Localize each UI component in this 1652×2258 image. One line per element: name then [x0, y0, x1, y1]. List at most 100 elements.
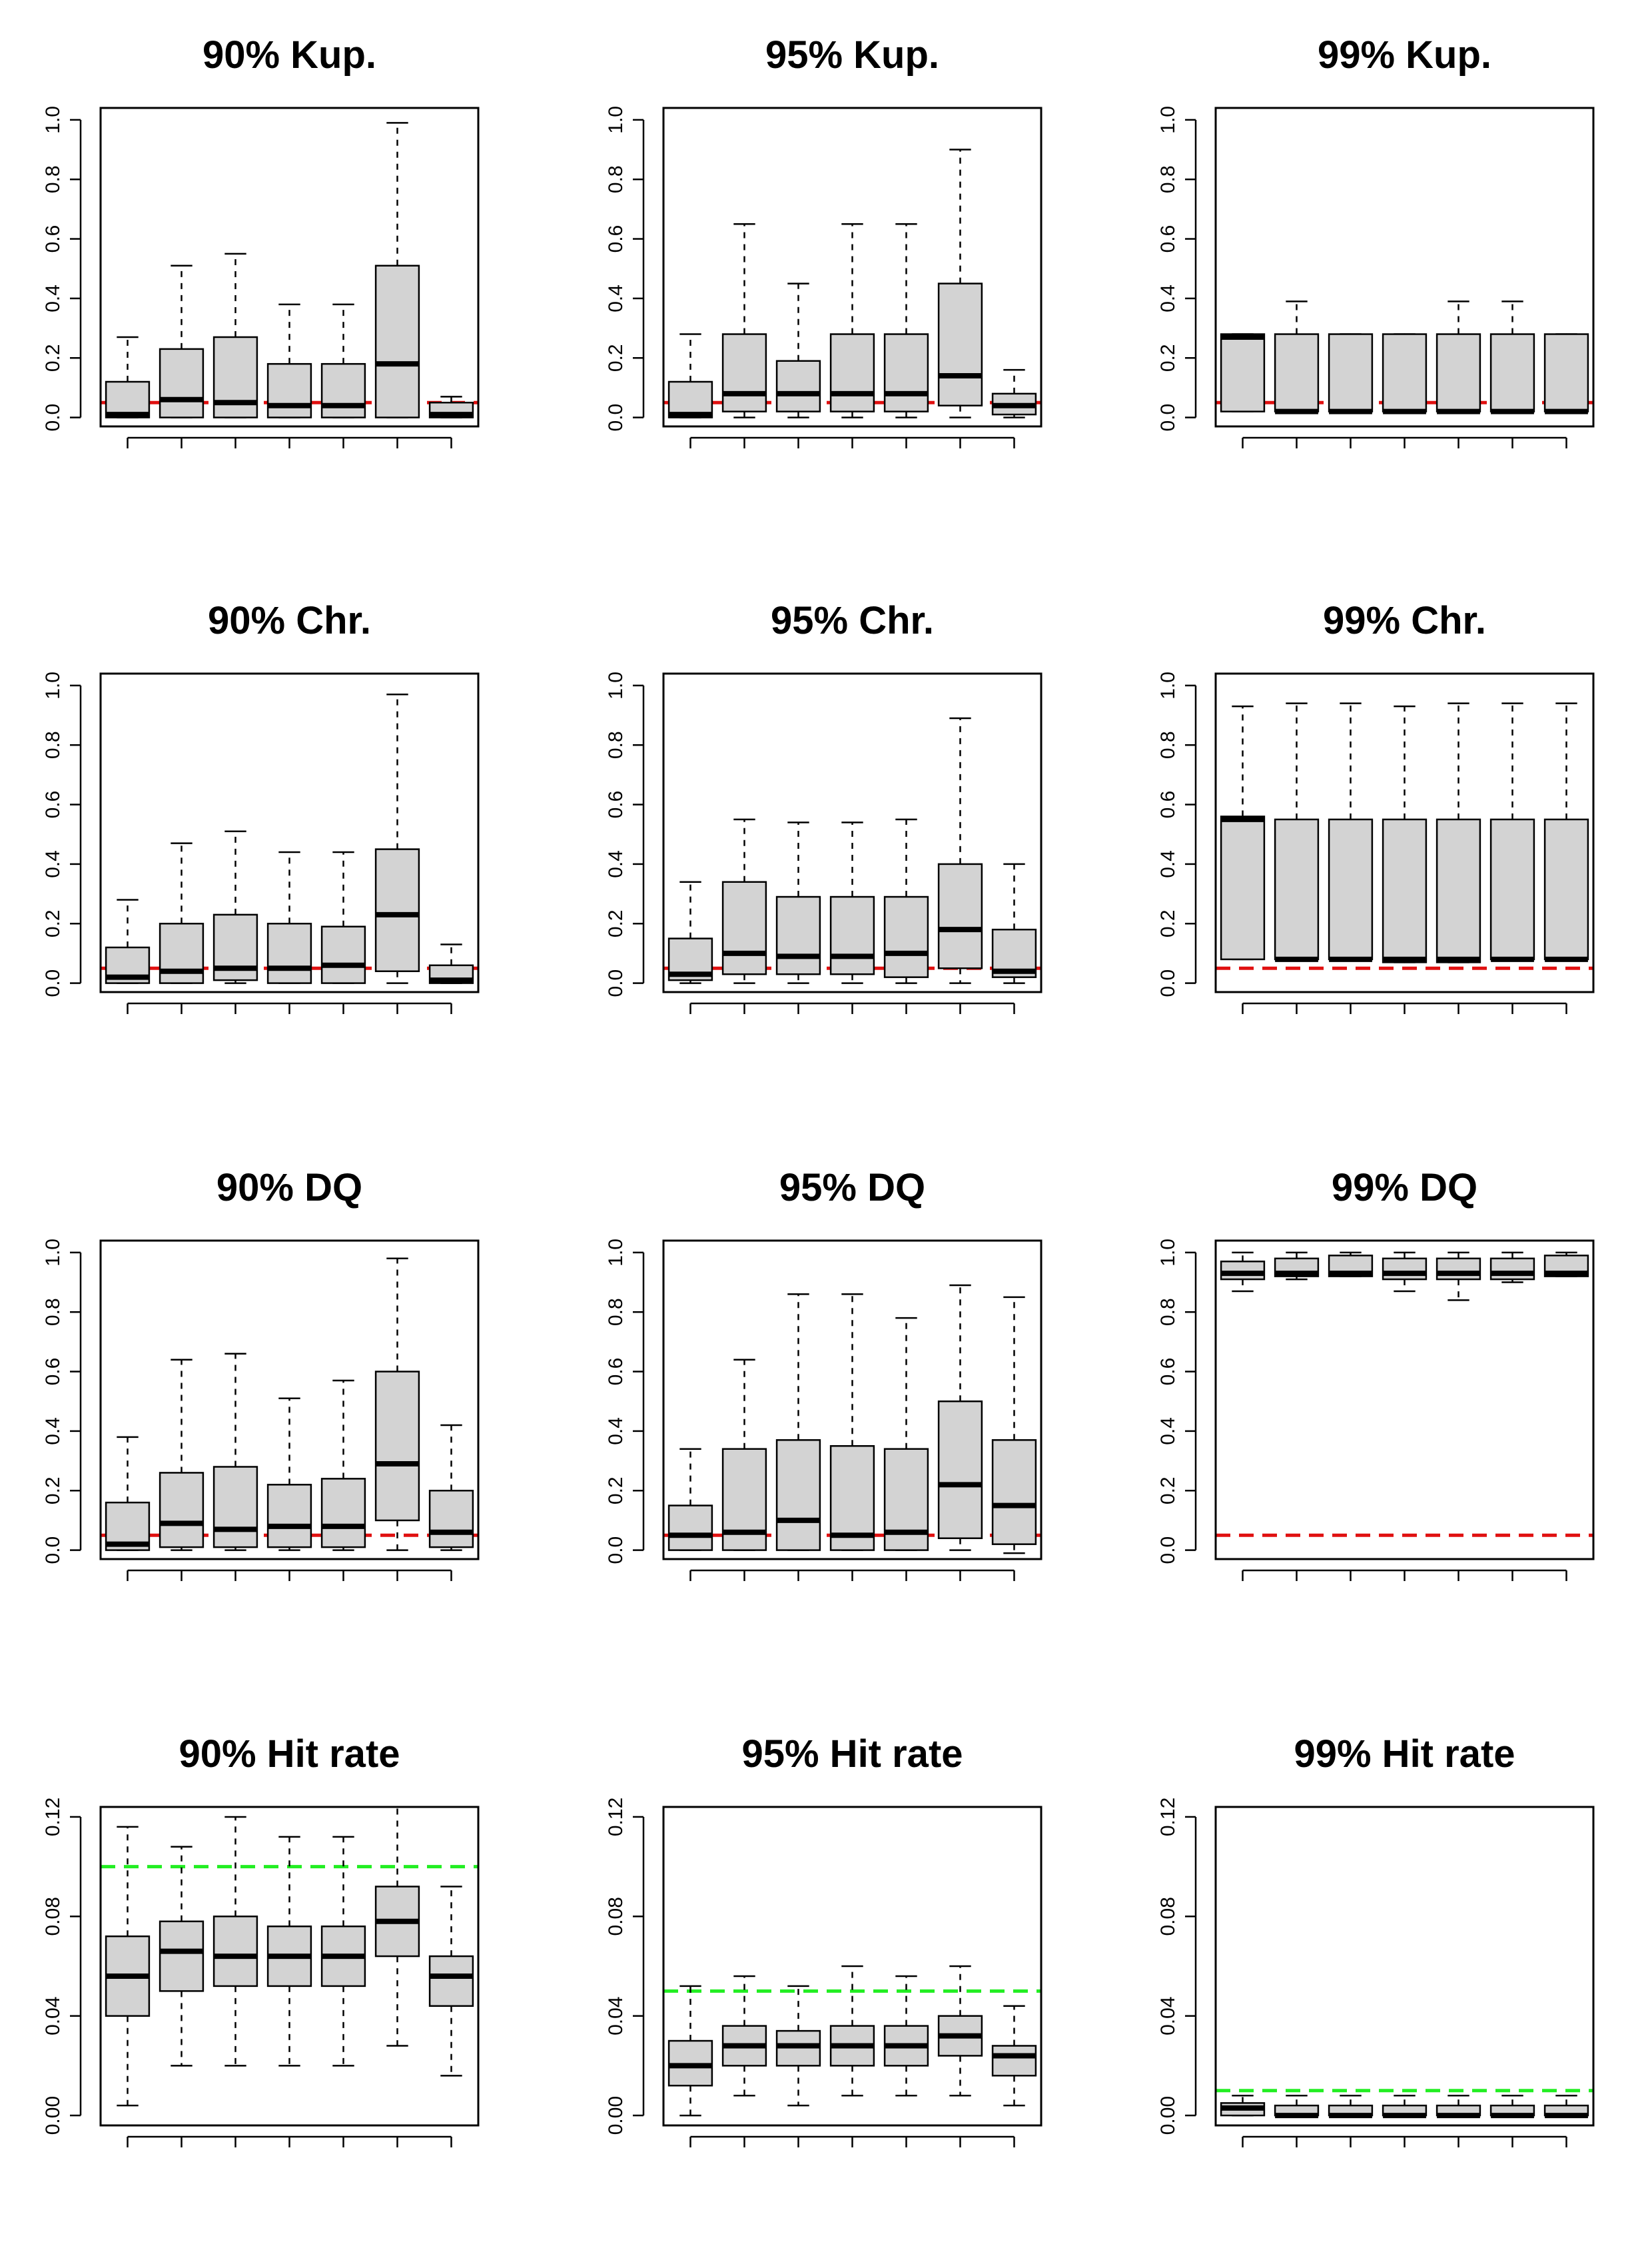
panel-title: 95% Hit rate [741, 1732, 963, 1776]
y-tick-label: 0.4 [1157, 850, 1179, 878]
category-label: HAR [1283, 1021, 1312, 1077]
box-3 [1328, 333, 1374, 414]
y-tick-label: 0.4 [42, 850, 64, 878]
box-6 [1489, 1251, 1535, 1283]
box-5 [1436, 2094, 1481, 2119]
category-label: HAR [731, 1588, 760, 1644]
category-label: HAR−RSRK [893, 455, 922, 601]
category-label: HAR−AS [1337, 455, 1366, 562]
y-tick-label: 0.0 [1157, 404, 1179, 432]
box-2 [721, 818, 767, 984]
y-tick-label: 0.0 [605, 404, 627, 432]
category-label: RGARCH [1499, 1588, 1528, 1703]
box-7 [991, 2005, 1037, 2107]
box-6 [374, 122, 420, 418]
y-tick-label: 0.8 [42, 731, 64, 759]
box-body [937, 863, 983, 969]
box-body [829, 895, 875, 975]
box-body [320, 1478, 366, 1548]
y-tick-label: 1.0 [42, 1239, 64, 1267]
plot-frame [99, 672, 480, 993]
box-1 [1220, 2094, 1266, 2117]
box-6 [937, 1284, 983, 1551]
y-tick-label: 1.0 [605, 106, 627, 134]
category-label: AR(1)−RV [1229, 455, 1258, 577]
box-5 [1436, 300, 1481, 414]
box-5 [883, 818, 929, 984]
category-label: HAR [731, 2154, 760, 2210]
panel-12: 99% Hit rate 0.00 0.04 0.08 0.12 AR(1)−RV HAR H… [1157, 1732, 1595, 2255]
y-tick-label: 0.4 [1157, 1417, 1179, 1445]
box-body [1436, 1257, 1481, 1281]
panel-2: 95% Kup. 0.0 0.2 0.4 0.6 0.8 1.0 AR(1)−RV HAR HAR… [605, 33, 1042, 601]
category-label: HAR−RSRK [893, 1588, 922, 1734]
panel-11: 95% Hit rate 0.00 0.04 0.08 0.12 AR(1)−RV HAR H… [605, 1732, 1042, 2210]
category-label: RGARCH [947, 1021, 976, 1136]
box-2 [159, 1359, 205, 1551]
category-label: AR(1)−RV [1229, 1021, 1258, 1143]
y-tick-label: 0.12 [42, 1798, 64, 1836]
box-5 [320, 851, 366, 984]
y-tick-label: 0.2 [605, 344, 627, 372]
box-3 [212, 830, 258, 984]
y-tick-label: 0.4 [605, 850, 627, 878]
box-7 [1543, 333, 1589, 414]
panel-title: 90% Kup. [203, 33, 376, 77]
box-body [159, 923, 205, 984]
category-label: GARCH [438, 1021, 467, 1117]
panel-title: 90% DQ [216, 1166, 362, 1209]
box-body [1436, 333, 1481, 412]
y-tick-label: 0.2 [1157, 1476, 1179, 1504]
panel-title: 95% Chr. [771, 599, 934, 642]
box-body [667, 1504, 713, 1551]
panel-9: 99% DQ 0.0 0.2 0.4 0.6 0.8 1.0 AR(1)−RV HAR HAR−A… [1157, 1166, 1595, 1703]
y-tick-label: 1.0 [42, 106, 64, 134]
category-label: HAR−AS [1337, 2154, 1366, 2255]
category-label: HAR−RSV [839, 1588, 868, 1714]
box-body [721, 333, 767, 412]
y-tick-label: 0.04 [1157, 1996, 1179, 2035]
box-body [883, 333, 929, 412]
category-label: HAR [168, 1588, 197, 1644]
box-7 [1543, 2094, 1589, 2119]
y-tick-label: 0.00 [1157, 2096, 1179, 2135]
box-6 [374, 694, 420, 984]
y-tick-label: 1.0 [605, 1239, 627, 1267]
category-label: GARCH [438, 2154, 467, 2250]
box-body [159, 1472, 205, 1548]
box-body [1543, 818, 1589, 961]
box-1 [1220, 1251, 1266, 1293]
box-5 [883, 1975, 929, 2097]
box-body [1489, 818, 1535, 961]
panel-4: 90% Chr. 0.0 0.2 0.4 0.6 0.8 1.0 AR(1)−RV HAR HAR… [42, 599, 480, 1117]
y-tick-label: 0.12 [1157, 1798, 1179, 1836]
category-label: HAR [168, 455, 197, 511]
box-body [1328, 333, 1374, 412]
panel-5: 95% Chr. 0.0 0.2 0.4 0.6 0.8 1.0 AR(1)−RV HAR HAR… [605, 599, 1042, 1167]
y-tick-label: 0.8 [605, 165, 627, 193]
box-4 [266, 303, 312, 418]
box-4 [829, 223, 875, 418]
plot-frame [1214, 1806, 1595, 2127]
category-label: AR(1)−RV [114, 455, 143, 577]
box-1 [667, 881, 713, 984]
y-tick-label: 0.6 [1157, 1358, 1179, 1386]
panel-title: 95% DQ [779, 1166, 925, 1209]
box-7 [1543, 1251, 1589, 1277]
y-tick-label: 1.0 [1157, 106, 1179, 134]
category-label: AR(1)−RV [114, 2154, 143, 2255]
box-body [320, 925, 366, 984]
y-tick-label: 0.08 [42, 1897, 64, 1936]
box-2 [159, 1846, 205, 2067]
y-tick-label: 0.08 [605, 1897, 627, 1936]
category-label: GARCH [1001, 455, 1030, 551]
box-3 [775, 282, 821, 418]
box-body [883, 1448, 929, 1551]
category-label: HAR−RSRK [893, 1021, 922, 1167]
category-label: HAR−RSV [276, 2154, 305, 2255]
box-body [937, 282, 983, 406]
category-label: GARCH [1553, 1588, 1582, 1684]
plot-frame [99, 1239, 480, 1560]
box-4 [266, 1836, 312, 2067]
category-label: GARCH [1553, 1021, 1582, 1117]
